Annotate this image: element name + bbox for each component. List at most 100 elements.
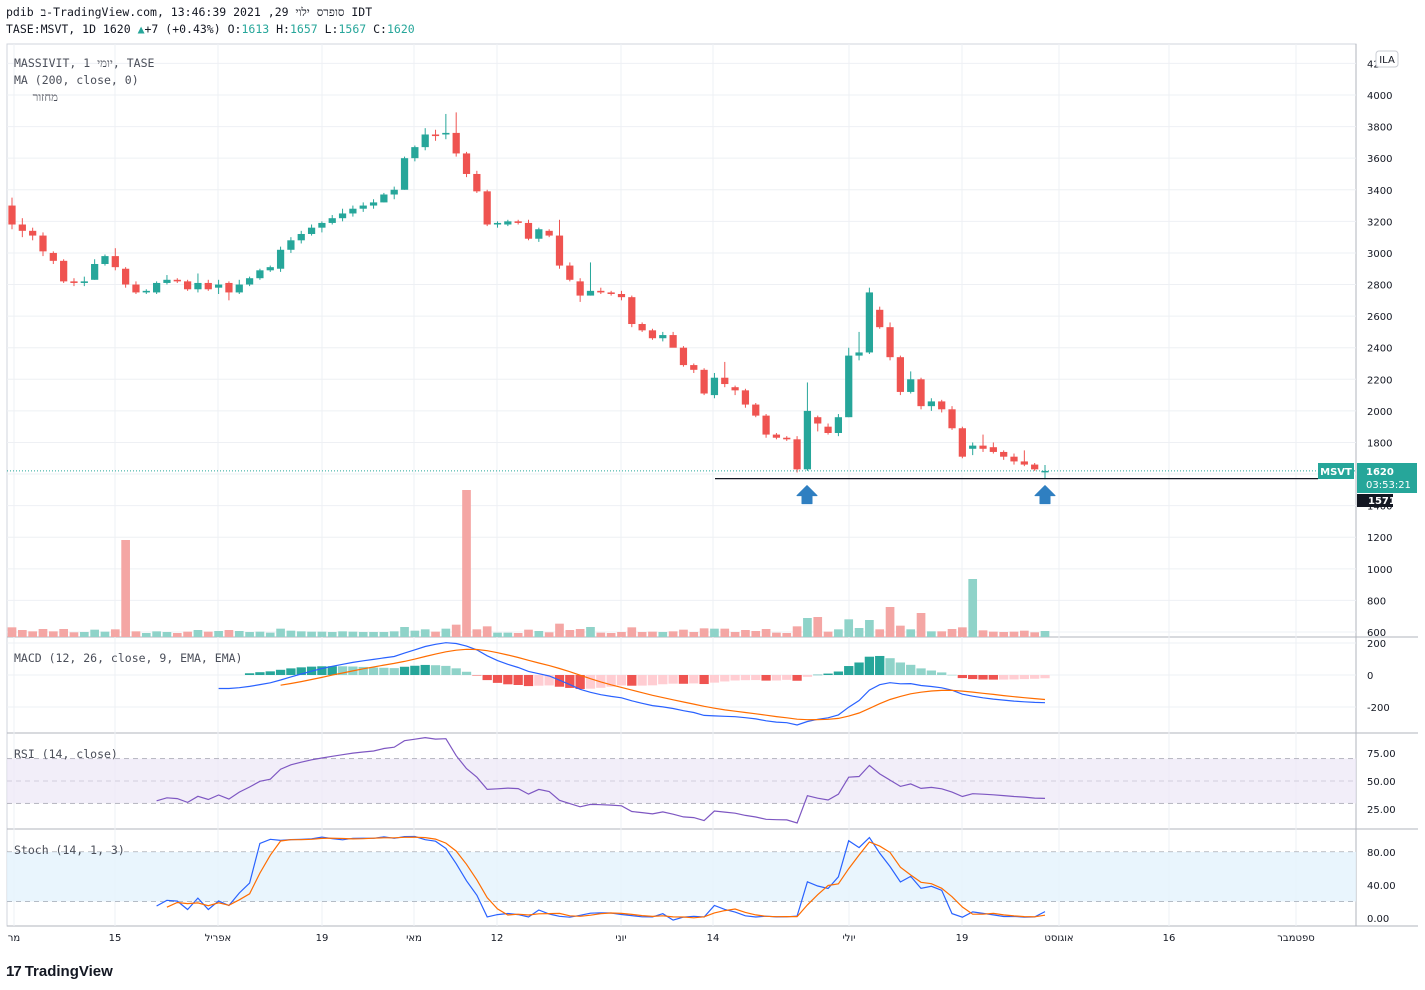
candle	[659, 331, 667, 342]
candle-body	[338, 213, 347, 219]
volume-bar	[958, 627, 967, 637]
macd-histogram-bar	[782, 675, 792, 680]
volume-bar	[286, 630, 296, 637]
volume-bar	[730, 632, 740, 637]
macd-histogram-bar	[823, 673, 833, 675]
macd-histogram-bar	[740, 675, 751, 681]
volume-bar	[937, 631, 947, 637]
macd-axis-tick: -200	[1367, 703, 1390, 714]
price-axis-tick: 2000	[1367, 407, 1392, 418]
volume-bar	[648, 631, 657, 637]
macd-histogram-bar	[513, 675, 523, 685]
volume-bar	[482, 626, 492, 637]
candle-body	[29, 230, 37, 236]
macd-signal-line	[280, 648, 1046, 721]
price-axis-tick: 3000	[1367, 249, 1392, 260]
volume-bar	[854, 628, 864, 637]
candle-body	[225, 282, 233, 293]
currency-badge-text: ILA	[1379, 55, 1395, 66]
macd-histogram-bar	[1019, 675, 1029, 680]
candle	[359, 202, 367, 212]
stoch-d-line	[166, 836, 1046, 919]
price-axis-tick: 3200	[1367, 217, 1392, 228]
volume-bar	[803, 618, 812, 637]
price-axis-tick: 800	[1367, 596, 1386, 607]
candle	[194, 273, 202, 293]
macd-histogram-bar	[709, 675, 720, 683]
volume-bar	[741, 630, 750, 637]
candle	[297, 230, 305, 244]
price-tag-symbol: MSVT	[1320, 467, 1352, 478]
macd-axis-tick: 200	[1367, 639, 1386, 650]
up-triangle-icon: ▲	[137, 22, 145, 36]
volume-bar	[276, 628, 285, 637]
stoch-axis-tick: 40.00	[1367, 881, 1396, 892]
candle	[524, 219, 533, 241]
time-axis-label: 16	[1163, 933, 1176, 944]
volume-bar	[627, 627, 637, 637]
candle-body	[659, 335, 667, 339]
candle-body	[183, 281, 192, 290]
candle	[979, 434, 987, 452]
volume-bar	[896, 625, 905, 637]
volume-bar	[885, 607, 895, 637]
volume-bar	[1040, 631, 1050, 637]
macd-histogram-bar	[875, 655, 885, 675]
volume-bar	[493, 632, 502, 637]
volume-bar	[90, 629, 99, 637]
time-axis-label: 19	[316, 933, 329, 944]
candle-body	[266, 267, 274, 271]
candle	[938, 399, 946, 413]
candle	[49, 251, 57, 264]
chart-svg[interactable]: 4200400038003600340032003000280026002400…	[0, 0, 1425, 955]
macd-line	[218, 642, 1046, 726]
candle	[566, 262, 574, 282]
macd-histogram-bar	[647, 675, 658, 686]
currency-badge[interactable]: ILA	[1375, 50, 1399, 68]
macd-histogram-bar	[792, 675, 802, 681]
time-axis-label: מר	[8, 933, 20, 944]
price-axis-tick: 1000	[1367, 565, 1392, 576]
macd-histogram-bar	[678, 675, 689, 684]
price-axis-tick: 2800	[1367, 281, 1392, 292]
candle-body	[566, 265, 574, 280]
candle-body	[483, 191, 491, 225]
candle-body	[535, 229, 543, 239]
price-axis-tick: 1200	[1367, 533, 1392, 544]
volume-bar	[699, 628, 709, 637]
candle-body	[431, 134, 440, 137]
volume-bar	[875, 629, 885, 637]
macd-histogram-bar	[658, 675, 668, 685]
candle	[473, 170, 481, 193]
candle	[493, 221, 502, 228]
volume-bar	[906, 629, 916, 637]
candle	[101, 254, 109, 266]
volume-bar	[162, 632, 172, 637]
volume-bar	[358, 632, 368, 637]
price-tag-line-value: 1571	[1368, 496, 1396, 507]
macd-histogram-bar	[523, 675, 534, 687]
candle	[628, 295, 636, 328]
candle	[814, 415, 822, 432]
volume-bar	[751, 631, 761, 637]
candle-body	[287, 240, 295, 250]
price-axis-tick: 1800	[1367, 438, 1392, 449]
volume-bar	[338, 631, 347, 637]
candle-body	[958, 428, 966, 457]
candle	[958, 426, 966, 459]
candle	[142, 289, 150, 295]
candle	[39, 232, 47, 257]
candle-body	[297, 233, 305, 241]
price-axis-tick: 3400	[1367, 186, 1392, 197]
candle	[307, 224, 316, 236]
candle	[989, 442, 997, 454]
volume-bar	[782, 633, 792, 637]
candle	[328, 215, 336, 225]
volume-bar	[28, 631, 37, 637]
time-axis-label: 12	[491, 933, 504, 944]
macd-histogram-bar	[854, 662, 864, 675]
candle-body	[442, 132, 450, 135]
tradingview-logo[interactable]: 17 TradingView	[6, 961, 113, 981]
volume-bar	[772, 632, 781, 637]
